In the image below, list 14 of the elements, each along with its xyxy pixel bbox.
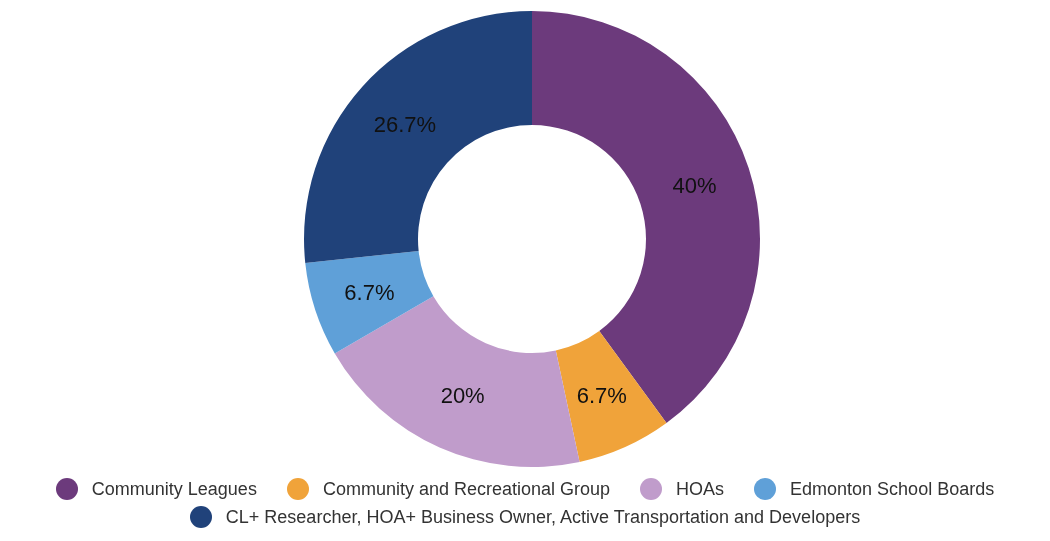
donut-slice bbox=[304, 11, 532, 263]
legend-label: Edmonton School Boards bbox=[790, 478, 995, 500]
legend-label: Community Leagues bbox=[91, 478, 257, 500]
legend-label: HOAs bbox=[676, 478, 725, 500]
legend-label: CL+ Researcher, HOA+ Business Owner, Active Transportation and Developers bbox=[225, 506, 861, 528]
legend-label: Community and Recreational Group bbox=[322, 478, 611, 500]
donut-slice bbox=[555, 331, 667, 462]
data-label: 6.7% bbox=[576, 382, 627, 408]
donut-slice bbox=[532, 11, 760, 424]
data-label: 6.7% bbox=[344, 279, 395, 305]
donut-slice bbox=[305, 250, 434, 354]
data-label: 40% bbox=[672, 173, 717, 199]
data-label: 20% bbox=[440, 382, 485, 408]
data-label: 26.7% bbox=[373, 112, 437, 138]
